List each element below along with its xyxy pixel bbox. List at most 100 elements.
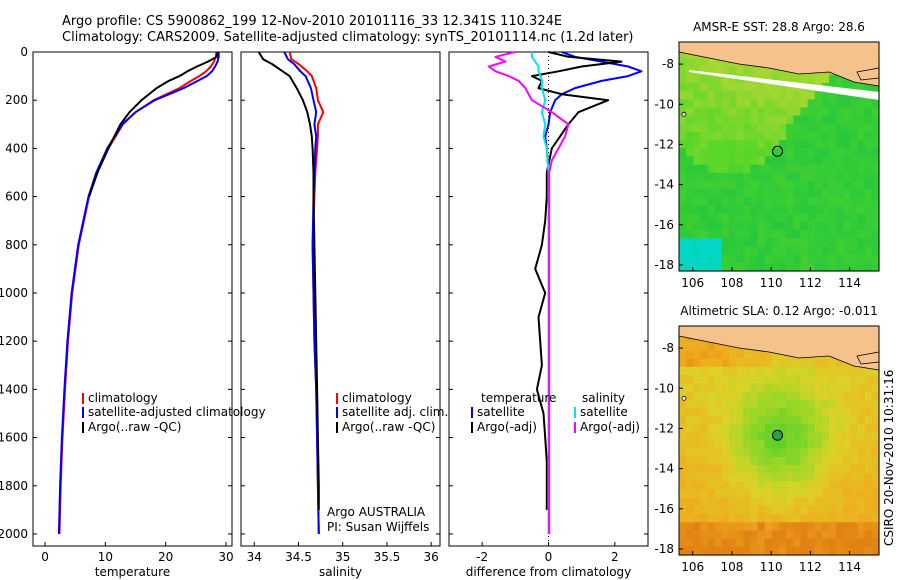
map-cell — [814, 132, 823, 141]
map-cell — [843, 522, 851, 532]
map-cell — [707, 123, 716, 133]
map-cell — [764, 456, 773, 466]
map-cell — [707, 391, 716, 401]
map-cell — [679, 221, 687, 231]
map-cell — [771, 115, 780, 125]
map-cell — [750, 246, 759, 256]
map-cell — [871, 205, 880, 215]
map-cell — [679, 391, 687, 401]
map-cell — [857, 424, 866, 433]
map-cell — [707, 416, 716, 425]
map-cell — [821, 546, 830, 556]
map-cell — [843, 172, 851, 182]
map-cell — [807, 74, 816, 84]
sla-map-lon-tick-label: 112 — [799, 560, 822, 574]
map-cell — [814, 522, 823, 532]
map-cell — [764, 522, 773, 532]
map-cell — [843, 424, 851, 433]
map-cell — [800, 221, 809, 231]
map-cell — [707, 221, 716, 231]
map-cell — [714, 416, 723, 425]
map-cell — [707, 66, 716, 76]
map-cell — [821, 440, 830, 450]
map-cell — [679, 350, 687, 360]
map-cell — [714, 181, 723, 190]
map-cell — [729, 424, 737, 433]
map-cell — [779, 473, 787, 482]
map-cell — [836, 140, 844, 149]
map-cell — [864, 115, 873, 125]
map-cell — [786, 522, 794, 532]
map-cell — [721, 140, 730, 149]
map-cell — [707, 497, 716, 507]
map-cell — [757, 246, 766, 256]
map-cell — [793, 497, 801, 507]
principal-investigator-annotation: PI: Susan Wijffels — [327, 520, 429, 534]
map-cell — [686, 91, 694, 100]
map-cell — [714, 505, 723, 515]
map-cell — [864, 399, 873, 409]
map-cell — [793, 246, 801, 256]
map-cell — [729, 489, 737, 499]
map-cell — [779, 407, 787, 417]
salinity-x-tick-label: 35 — [335, 550, 350, 564]
map-cell — [821, 489, 830, 499]
map-cell — [679, 99, 687, 109]
map-cell — [793, 481, 801, 491]
map-cell — [821, 505, 830, 515]
map-cell — [771, 350, 780, 360]
map-cell — [714, 465, 723, 474]
map-cell — [757, 473, 766, 482]
depth-tick-label: 200 — [5, 93, 28, 107]
map-cell — [771, 497, 780, 507]
map-cell — [693, 156, 701, 166]
map-cell — [714, 514, 723, 523]
map-cell — [843, 383, 851, 393]
map-cell — [793, 262, 801, 272]
temperature-x-tick-label: 30 — [218, 550, 233, 564]
map-cell — [764, 148, 773, 158]
map-cell — [700, 538, 709, 548]
map-cell — [757, 424, 766, 433]
map-cell — [857, 213, 866, 223]
map-cell — [686, 546, 694, 556]
map-cell — [700, 123, 709, 133]
map-cell — [750, 391, 759, 401]
map-cell — [714, 358, 723, 368]
map-cell — [793, 148, 801, 158]
map-cell — [800, 497, 809, 507]
map-cell — [764, 530, 773, 540]
map-cell — [686, 115, 694, 125]
map-cell — [743, 383, 751, 393]
map-cell — [843, 246, 851, 256]
map-cell — [871, 481, 880, 491]
map-cell — [786, 407, 794, 417]
map-cell — [829, 238, 837, 248]
map-cell — [750, 375, 759, 384]
map-cell — [800, 358, 809, 368]
map-cell — [864, 530, 873, 540]
map-cell — [814, 530, 823, 540]
map-cell — [750, 66, 759, 76]
map-cell — [736, 262, 744, 272]
map-cell — [836, 530, 844, 540]
map-cell — [757, 82, 766, 92]
map-cell — [764, 254, 773, 264]
map-cell — [829, 375, 837, 384]
map-cell — [871, 522, 880, 532]
map-cell — [700, 481, 709, 491]
sst-map-lon-tick-label: 110 — [760, 276, 783, 290]
map-cell — [814, 213, 823, 223]
map-cell — [700, 99, 709, 109]
salinity-legend-climatology-label: climatology — [342, 391, 412, 405]
map-cell — [857, 246, 866, 256]
map-cell — [793, 74, 801, 84]
map-cell — [864, 383, 873, 393]
depth-tick-label: 0 — [20, 45, 28, 59]
map-cell — [829, 505, 837, 515]
map-cell — [771, 172, 780, 182]
map-cell — [843, 156, 851, 166]
map-cell — [750, 546, 759, 556]
map-cell — [843, 481, 851, 491]
map-cell — [850, 107, 859, 117]
